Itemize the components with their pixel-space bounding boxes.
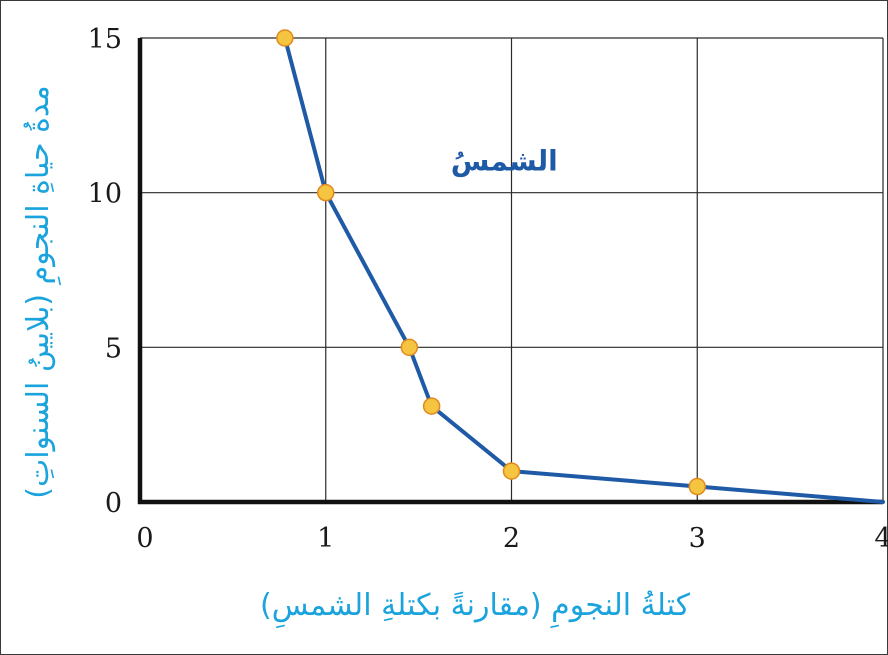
grid-lines	[140, 38, 883, 502]
y-tick-label-10: 10	[88, 179, 122, 210]
x-tick-label-4: 4	[874, 523, 888, 554]
y-tick-label-0: 0	[105, 488, 122, 519]
y-tick-label-5: 5	[105, 333, 122, 364]
data-point-1	[318, 185, 334, 201]
annotation-label-0: الشمسُ	[451, 145, 558, 178]
data-point-2	[401, 339, 417, 355]
y-tick-label-15: 15	[88, 24, 122, 55]
series-line-0	[285, 38, 883, 502]
annotations: الشمسُ	[451, 145, 558, 178]
x-axis-label: كتلةُ النجومِ (مقارنةً بكتلةِ الشمسِ)	[260, 588, 691, 629]
data-point-0	[277, 30, 293, 46]
x-tick-label-0: 0	[136, 523, 153, 554]
data-point-4	[504, 463, 520, 479]
axes	[138, 38, 883, 504]
y-axis-label: مدةُ حياةِ النجومِ (بلايينُ السنواتِ)	[21, 85, 62, 498]
tick-labels: 0 1 2 3 4 0 5 10 15	[88, 24, 888, 554]
x-tick-label-3: 3	[689, 523, 706, 554]
data-point-3	[424, 398, 440, 414]
x-tick-label-2: 2	[503, 523, 520, 554]
series-layer	[277, 30, 883, 502]
data-point-5	[689, 479, 705, 495]
x-tick-label-1: 1	[317, 523, 334, 554]
